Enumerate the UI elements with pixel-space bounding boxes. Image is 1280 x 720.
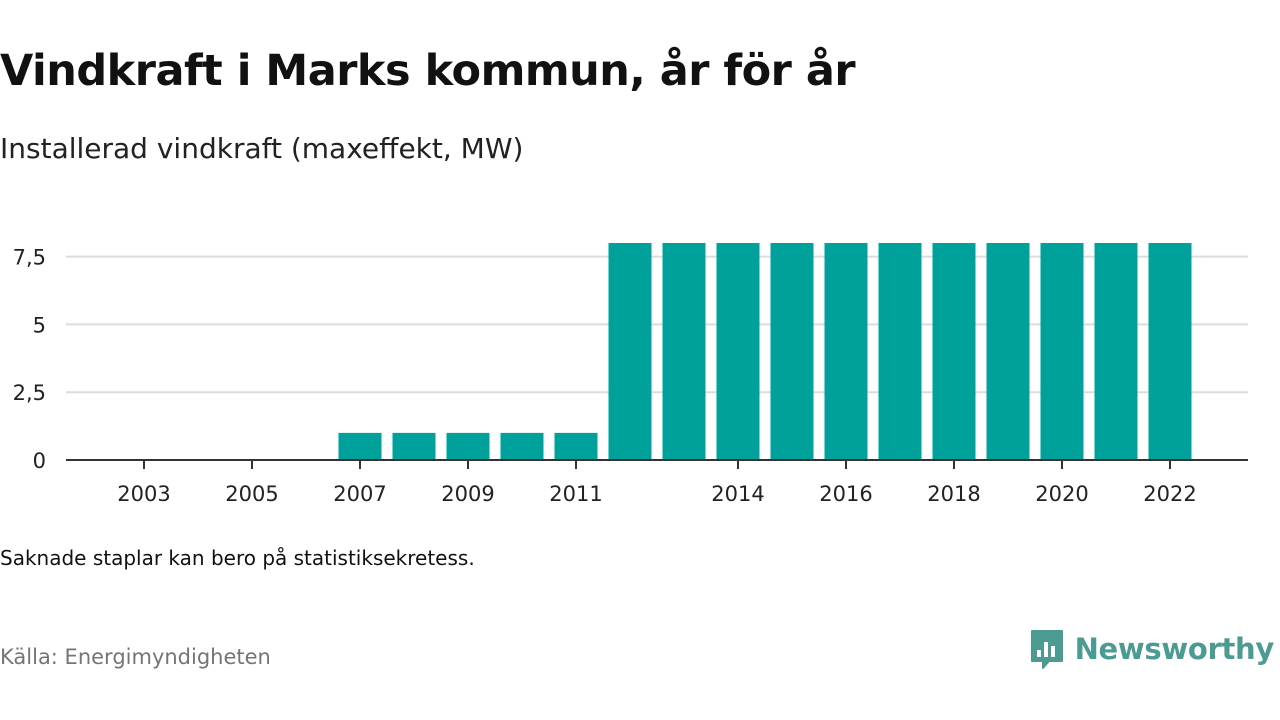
bars: [338, 243, 1192, 460]
chart-title: Vindkraft i Marks kommun, år för år: [0, 46, 856, 96]
chart-subtitle: Installerad vindkraft (maxeffekt, MW): [0, 132, 524, 165]
bar-2021: [1094, 243, 1138, 460]
x-tick-label: 2020: [1035, 482, 1088, 506]
x-axis: 2003 2005 2007 2009 2011 2014 2016 2018 2020 2022: [66, 459, 1248, 506]
bar-2019: [986, 243, 1030, 460]
x-tick-label: 2011: [549, 482, 602, 506]
y-tick-label: 2,5: [13, 381, 46, 405]
bar-2017: [878, 243, 922, 460]
bar-2009: [446, 432, 490, 460]
y-axis-ticks: 0 2,5 5 7,5: [13, 246, 46, 473]
bar-2015: [770, 243, 814, 460]
x-tick-label: 2009: [441, 482, 494, 506]
x-tick-label: 2018: [927, 482, 980, 506]
bar-2011: [554, 432, 598, 460]
bar-2014: [716, 243, 760, 460]
x-tick-label: 2005: [225, 482, 278, 506]
bar-2020: [1040, 243, 1084, 460]
bar-2022: [1148, 243, 1192, 460]
y-tick-label: 0: [33, 449, 46, 473]
bar-2007: [338, 432, 382, 460]
y-tick-label: 7,5: [13, 246, 46, 270]
x-tick-label: 2022: [1143, 482, 1196, 506]
footnote: Saknade staplar kan bero på statistiksek…: [0, 546, 475, 570]
newsworthy-logo-icon: [1030, 630, 1063, 669]
x-tick-label: 2007: [333, 482, 386, 506]
y-tick-label: 5: [33, 313, 46, 337]
bar-2016: [824, 243, 868, 460]
bar-2018: [932, 243, 976, 460]
x-tick-label: 2016: [819, 482, 872, 506]
x-tick-label: 2014: [711, 482, 764, 506]
newsworthy-logo: Newsworthy: [1029, 628, 1274, 670]
bar-2012: [608, 243, 652, 460]
bar-2013: [662, 243, 706, 460]
x-tick-label: 2003: [117, 482, 170, 506]
brand-name: Newsworthy: [1074, 632, 1275, 666]
bar-2010: [500, 432, 544, 460]
bar-2008: [392, 432, 436, 460]
source-credit: Källa: Energimyndigheten: [0, 645, 271, 669]
